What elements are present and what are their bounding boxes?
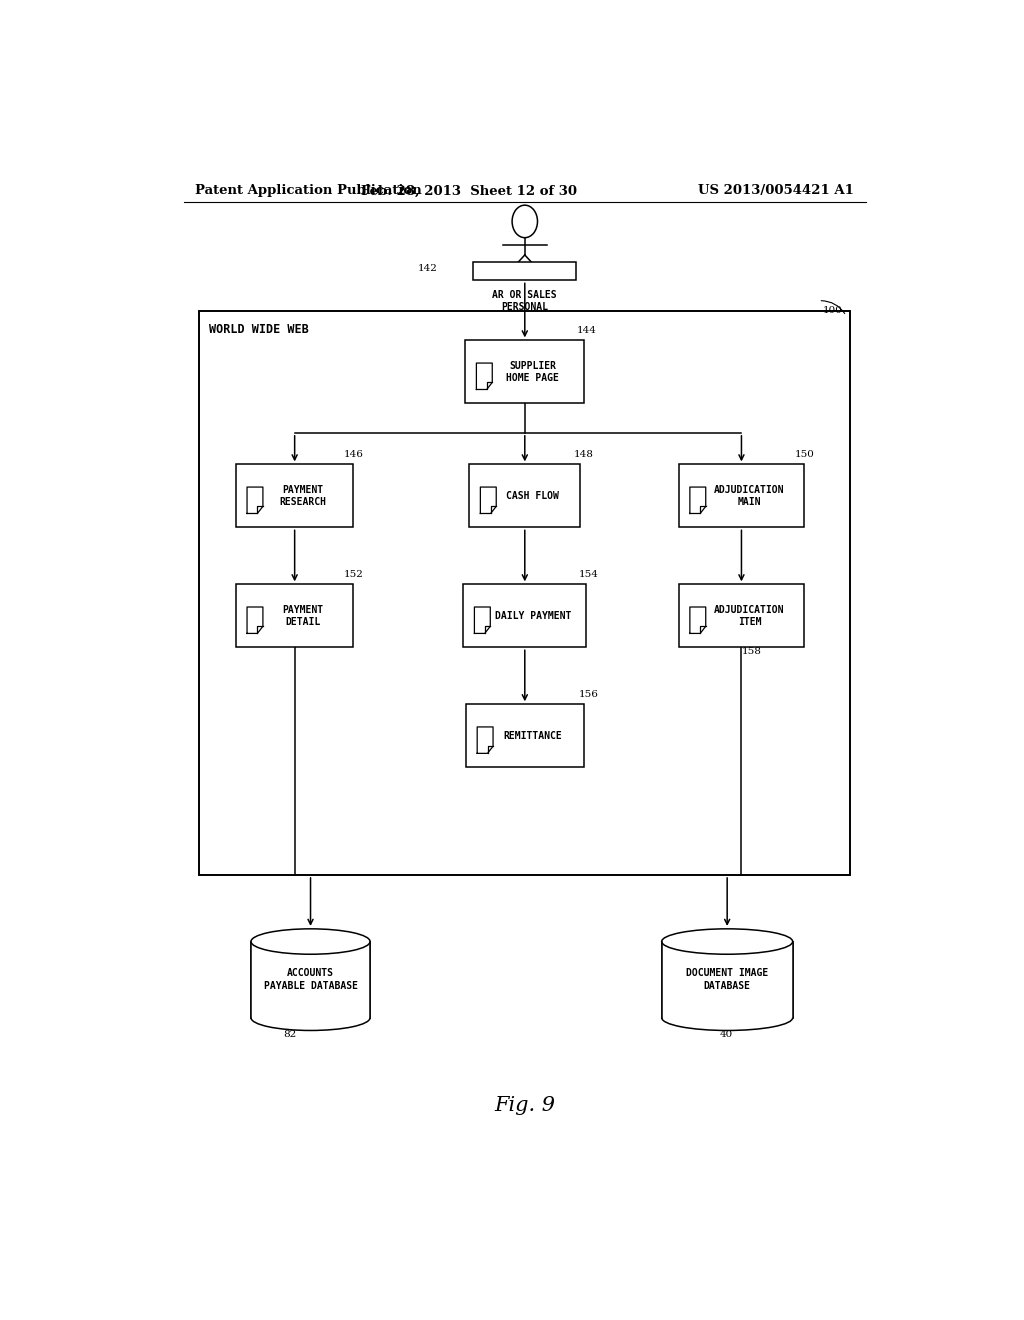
Text: SUPPLIER
HOME PAGE: SUPPLIER HOME PAGE — [506, 360, 559, 383]
Text: REMITTANCE: REMITTANCE — [504, 731, 562, 741]
Bar — [236, 585, 353, 647]
Bar — [469, 465, 581, 528]
Bar — [679, 585, 804, 647]
Text: DAILY PAYMENT: DAILY PAYMENT — [495, 611, 571, 620]
Text: ACCOUNTS
PAYABLE DATABASE: ACCOUNTS PAYABLE DATABASE — [263, 969, 357, 991]
Bar — [200, 310, 850, 875]
Text: 156: 156 — [579, 690, 599, 700]
Text: ADJUDICATION
MAIN: ADJUDICATION MAIN — [714, 484, 784, 507]
Polygon shape — [247, 607, 263, 634]
Bar — [236, 465, 353, 528]
Text: Patent Application Publication: Patent Application Publication — [196, 185, 422, 198]
Polygon shape — [247, 487, 263, 513]
Bar — [473, 263, 577, 280]
Bar — [662, 941, 793, 1018]
Polygon shape — [476, 363, 493, 389]
Text: 144: 144 — [577, 326, 596, 335]
Polygon shape — [480, 487, 497, 513]
Text: 148: 148 — [574, 450, 594, 459]
Text: 146: 146 — [344, 450, 364, 459]
Polygon shape — [474, 607, 490, 634]
Text: 142: 142 — [418, 264, 437, 273]
Polygon shape — [477, 727, 494, 754]
Text: AR OR SALES
PERSONAL: AR OR SALES PERSONAL — [493, 289, 557, 313]
Text: PAYMENT
DETAIL: PAYMENT DETAIL — [282, 605, 324, 627]
Text: 152: 152 — [344, 570, 364, 579]
Text: PAYMENT
RESEARCH: PAYMENT RESEARCH — [280, 484, 326, 507]
Text: US 2013/0054421 A1: US 2013/0054421 A1 — [698, 185, 854, 198]
Polygon shape — [690, 487, 706, 513]
Text: 100: 100 — [822, 306, 843, 314]
Bar — [466, 704, 584, 767]
Text: CASH FLOW: CASH FLOW — [506, 491, 559, 500]
Text: Feb. 28, 2013  Sheet 12 of 30: Feb. 28, 2013 Sheet 12 of 30 — [361, 185, 578, 198]
Bar — [679, 465, 804, 528]
Text: 150: 150 — [795, 450, 814, 459]
Text: ADJUDICATION
ITEM: ADJUDICATION ITEM — [714, 605, 784, 627]
Text: 82: 82 — [283, 1031, 296, 1039]
Text: Fig. 9: Fig. 9 — [495, 1096, 555, 1115]
Polygon shape — [690, 607, 706, 634]
Bar — [465, 341, 585, 404]
Text: 158: 158 — [741, 647, 761, 656]
Ellipse shape — [662, 929, 793, 954]
Text: 154: 154 — [579, 570, 599, 579]
Ellipse shape — [251, 929, 370, 954]
Bar — [251, 941, 370, 1018]
Text: DOCUMENT IMAGE
DATABASE: DOCUMENT IMAGE DATABASE — [686, 969, 768, 991]
Text: WORLD WIDE WEB: WORLD WIDE WEB — [209, 323, 308, 337]
Text: 40: 40 — [719, 1031, 732, 1039]
Bar — [463, 585, 587, 647]
